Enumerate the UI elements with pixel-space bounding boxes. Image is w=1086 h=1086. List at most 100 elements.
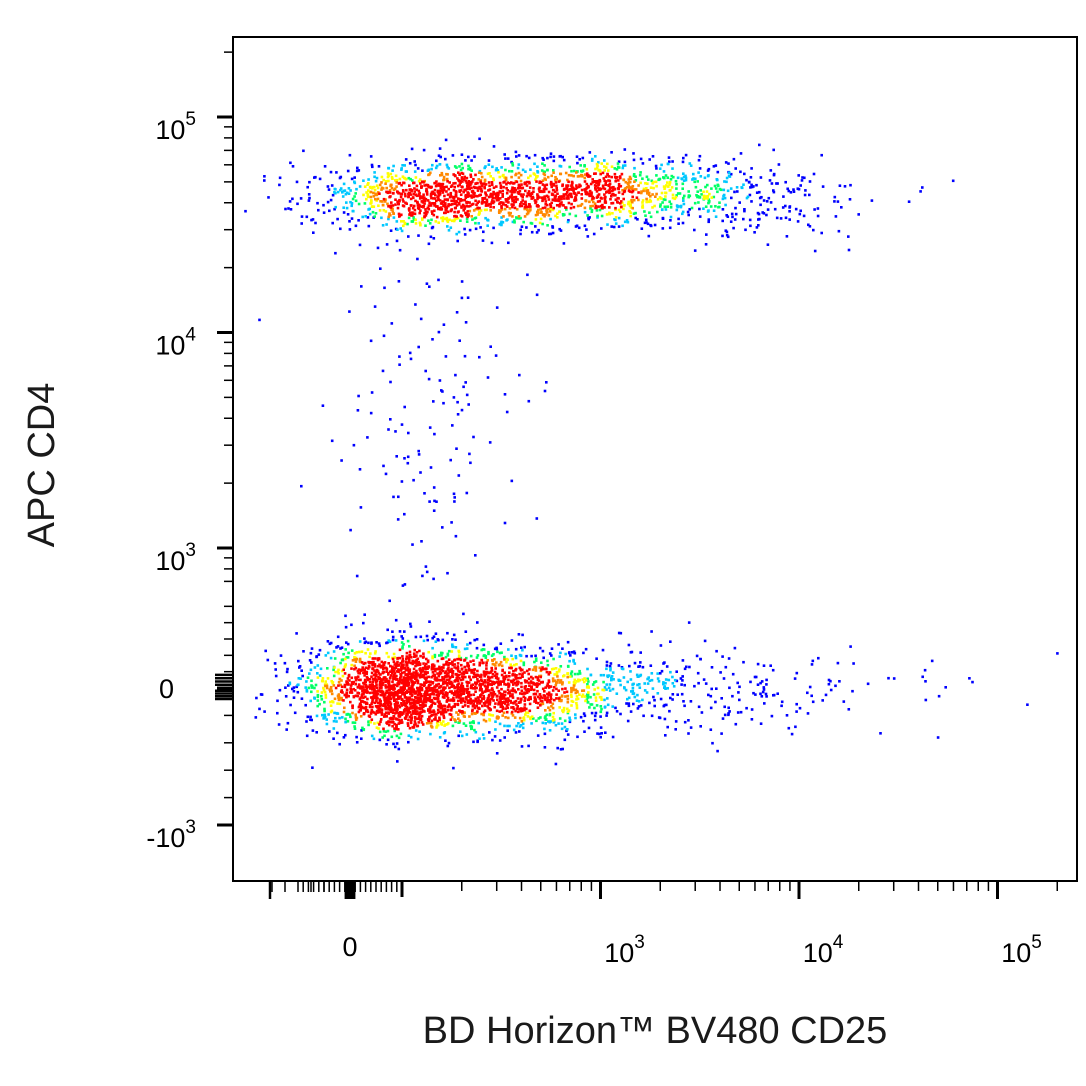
event-dot bbox=[450, 691, 454, 695]
event-dot bbox=[721, 717, 725, 720]
event-dot bbox=[641, 162, 645, 165]
event-dot bbox=[481, 197, 484, 200]
event-dot bbox=[496, 715, 499, 718]
event-dot bbox=[470, 169, 473, 172]
event-dot bbox=[466, 684, 469, 688]
event-dot bbox=[682, 172, 685, 175]
event-dot bbox=[456, 702, 459, 706]
event-dot bbox=[647, 200, 651, 204]
event-dot bbox=[753, 675, 757, 679]
event-dot bbox=[403, 630, 406, 633]
event-dot bbox=[549, 693, 553, 696]
event-dot bbox=[538, 221, 542, 225]
event-dot bbox=[461, 678, 465, 681]
event-dot bbox=[556, 675, 559, 678]
event-dot bbox=[506, 706, 510, 710]
event-dot bbox=[402, 643, 405, 646]
event-dot bbox=[359, 706, 363, 710]
event-dot bbox=[514, 647, 518, 651]
event-dot bbox=[530, 685, 533, 688]
event-dot bbox=[373, 701, 376, 705]
event-dot bbox=[504, 697, 507, 701]
event-dot bbox=[698, 167, 702, 170]
event-dot bbox=[326, 185, 330, 188]
event-dot bbox=[446, 571, 449, 575]
event-dot bbox=[448, 676, 452, 679]
event-dot bbox=[533, 700, 536, 703]
event-dot bbox=[784, 204, 787, 208]
event-dot bbox=[295, 180, 299, 184]
event-dot bbox=[435, 180, 438, 183]
event-dot bbox=[573, 187, 576, 191]
event-dot bbox=[554, 723, 558, 727]
event-dot bbox=[498, 681, 502, 685]
event-dot bbox=[442, 323, 446, 326]
event-dot bbox=[464, 675, 467, 679]
event-dot bbox=[431, 682, 435, 685]
event-dot bbox=[414, 661, 417, 664]
event-dot bbox=[493, 692, 497, 696]
event-dot bbox=[346, 642, 350, 646]
event-dot bbox=[684, 153, 688, 157]
event-dot bbox=[529, 688, 533, 691]
event-dot bbox=[529, 680, 533, 683]
event-dot bbox=[544, 698, 547, 702]
event-dot bbox=[436, 711, 440, 715]
event-dot bbox=[497, 689, 501, 693]
event-dot bbox=[438, 671, 442, 675]
event-dot bbox=[481, 733, 485, 736]
event-dot bbox=[395, 723, 398, 727]
event-dot bbox=[384, 711, 388, 714]
event-dot bbox=[505, 410, 509, 414]
event-dot bbox=[454, 181, 457, 185]
event-dot bbox=[596, 692, 599, 696]
event-dot bbox=[452, 219, 456, 223]
event-dot bbox=[614, 206, 617, 210]
event-dot bbox=[424, 681, 427, 684]
event-dot bbox=[697, 201, 700, 204]
event-dot bbox=[519, 724, 523, 727]
event-dot bbox=[525, 184, 529, 187]
event-dot bbox=[386, 685, 390, 689]
event-dot bbox=[406, 461, 410, 465]
event-dot bbox=[677, 217, 680, 221]
event-dot bbox=[539, 208, 542, 211]
event-dot bbox=[402, 200, 405, 203]
event-dot bbox=[622, 197, 625, 201]
event-dot bbox=[419, 223, 422, 226]
event-dot bbox=[419, 673, 422, 676]
event-dot bbox=[351, 680, 355, 684]
event-dot bbox=[536, 701, 540, 705]
event-dot bbox=[479, 181, 483, 185]
event-dot bbox=[656, 672, 659, 675]
event-dot bbox=[810, 694, 813, 698]
event-dot bbox=[418, 696, 422, 700]
event-dot bbox=[380, 687, 383, 690]
event-dot bbox=[406, 722, 410, 725]
event-dot bbox=[407, 216, 411, 220]
event-dot bbox=[537, 208, 540, 212]
event-dot bbox=[780, 704, 783, 708]
event-dot bbox=[570, 174, 573, 177]
event-dot bbox=[450, 650, 454, 653]
event-dot bbox=[566, 728, 569, 731]
event-dot bbox=[503, 671, 506, 675]
event-dot bbox=[460, 734, 464, 738]
event-dot bbox=[523, 207, 526, 211]
event-dot bbox=[545, 670, 549, 674]
event-dot bbox=[827, 678, 831, 682]
event-dot bbox=[369, 202, 372, 205]
event-dot bbox=[318, 674, 322, 677]
event-dot bbox=[547, 679, 551, 682]
event-dot bbox=[511, 164, 515, 167]
event-dot bbox=[388, 640, 392, 643]
event-dot bbox=[558, 717, 562, 720]
event-dot bbox=[619, 631, 623, 635]
event-dot bbox=[570, 704, 573, 707]
event-dot bbox=[627, 178, 631, 181]
event-dot bbox=[414, 729, 418, 732]
event-dot bbox=[607, 169, 610, 172]
event-dot bbox=[343, 706, 346, 710]
event-dot bbox=[716, 183, 720, 187]
event-dot bbox=[576, 735, 579, 739]
